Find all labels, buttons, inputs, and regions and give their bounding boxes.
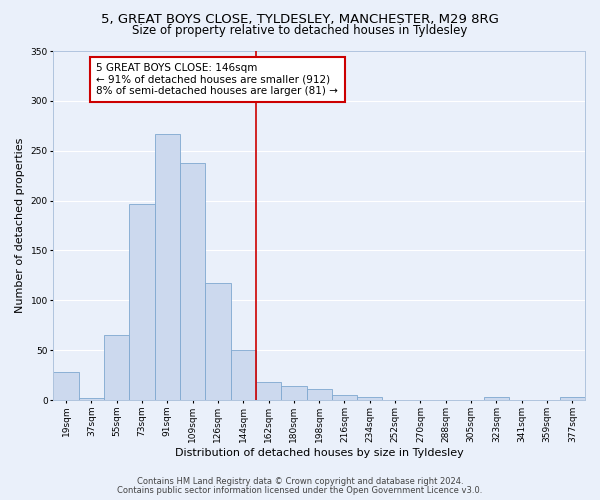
- Bar: [560, 397, 585, 400]
- Text: 5, GREAT BOYS CLOSE, TYLDESLEY, MANCHESTER, M29 8RG: 5, GREAT BOYS CLOSE, TYLDESLEY, MANCHEST…: [101, 12, 499, 26]
- Bar: [180, 162, 205, 400]
- Bar: [281, 386, 307, 400]
- Bar: [53, 372, 79, 400]
- Bar: [484, 397, 509, 400]
- Text: Contains public sector information licensed under the Open Government Licence v3: Contains public sector information licen…: [118, 486, 482, 495]
- Bar: [256, 382, 281, 400]
- Text: 5 GREAT BOYS CLOSE: 146sqm
← 91% of detached houses are smaller (912)
8% of semi: 5 GREAT BOYS CLOSE: 146sqm ← 91% of deta…: [97, 63, 338, 96]
- Bar: [79, 398, 104, 400]
- Bar: [130, 204, 155, 400]
- Bar: [205, 284, 230, 400]
- Text: Size of property relative to detached houses in Tyldesley: Size of property relative to detached ho…: [133, 24, 467, 37]
- Text: Contains HM Land Registry data © Crown copyright and database right 2024.: Contains HM Land Registry data © Crown c…: [137, 477, 463, 486]
- Bar: [307, 389, 332, 400]
- Bar: [357, 397, 382, 400]
- Bar: [155, 134, 180, 400]
- Y-axis label: Number of detached properties: Number of detached properties: [15, 138, 25, 313]
- X-axis label: Distribution of detached houses by size in Tyldesley: Distribution of detached houses by size …: [175, 448, 464, 458]
- Bar: [104, 335, 130, 400]
- Bar: [332, 395, 357, 400]
- Bar: [230, 350, 256, 400]
